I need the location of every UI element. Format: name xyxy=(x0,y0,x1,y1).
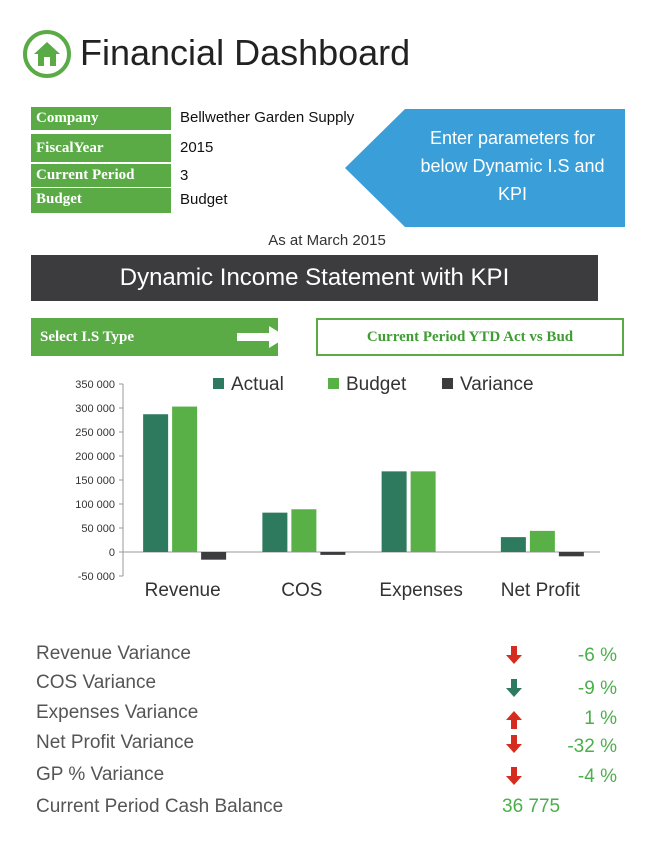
as-at-date: As at March 2015 xyxy=(268,232,386,249)
arrow-up-icon xyxy=(506,711,522,729)
kpi-value: -9 % xyxy=(577,678,617,699)
select-is-type-label: Select I.S Type xyxy=(40,329,135,345)
param-label-budget: Budget xyxy=(31,188,171,213)
param-value-budget[interactable]: Budget xyxy=(180,191,228,208)
parameter-callout xyxy=(345,109,625,227)
arrow-down-icon xyxy=(506,767,522,785)
arrow-down-icon xyxy=(506,679,522,697)
kpi-label: GP % Variance xyxy=(36,764,165,785)
arrow-down-icon xyxy=(506,646,522,664)
period-mode-select[interactable]: Current Period YTD Act vs Bud xyxy=(316,318,624,356)
cash-balance-value: 36 775 xyxy=(502,796,561,817)
legend-label: Actual xyxy=(231,374,284,395)
kpi-value: -4 % xyxy=(577,766,617,787)
kpi-label: COS Variance xyxy=(36,672,157,693)
param-label-fiscal-year: FiscalYear xyxy=(31,134,171,162)
bar-actual xyxy=(262,512,288,552)
bar-budget xyxy=(410,471,436,552)
x-tick-label: Expenses xyxy=(379,580,462,601)
kpi-label: Expenses Variance xyxy=(36,702,199,723)
y-tick-label: 0 xyxy=(109,547,115,559)
y-tick-label: 250 000 xyxy=(75,427,115,439)
kpi-value: -32 % xyxy=(567,736,617,757)
kpi-row: Net Profit Variance -32 % xyxy=(0,732,654,760)
bar-actual xyxy=(381,471,407,552)
kpi-value: 1 % xyxy=(584,708,617,729)
callout-text: Enter parameters for below Dynamic I.S a… xyxy=(420,128,605,204)
select-is-type-button[interactable]: Select I.S Type xyxy=(31,318,287,356)
bar-variance xyxy=(201,552,227,560)
home-icon xyxy=(23,30,71,78)
kpi-row: COS Variance -9 % xyxy=(0,672,654,700)
param-value-fiscal-year[interactable]: 2015 xyxy=(180,139,214,156)
kpi-label: Revenue Variance xyxy=(36,643,191,664)
param-label-company: Company xyxy=(31,107,171,130)
y-tick-label: 50 000 xyxy=(81,523,115,535)
kpi-value: -6 % xyxy=(577,645,617,666)
legend-swatch xyxy=(213,378,224,389)
bar-variance xyxy=(558,552,584,557)
y-tick-label: 200 000 xyxy=(75,451,115,463)
cash-balance-label: Current Period Cash Balance xyxy=(36,796,284,817)
kpi-label: Net Profit Variance xyxy=(36,732,195,753)
cash-balance-row: Current Period Cash Balance 36 775 xyxy=(0,796,654,824)
bar-budget xyxy=(172,406,198,552)
arrow-down-icon xyxy=(506,735,522,753)
x-tick-label: Net Profit xyxy=(501,580,581,601)
param-value-current-period[interactable]: 3 xyxy=(180,167,189,184)
y-tick-label: 350 000 xyxy=(75,379,115,391)
arrow-right-icon xyxy=(237,326,287,348)
page-title: Financial Dashboard xyxy=(80,32,411,73)
income-statement-chart: -50 000 0 50 000 100 000 150 000 200 000 250 0… xyxy=(75,374,600,601)
kpi-row: Expenses Variance 1 % xyxy=(0,702,654,730)
legend-swatch xyxy=(442,378,453,389)
kpi-row: GP % Variance -4 % xyxy=(0,764,654,792)
legend-swatch xyxy=(328,378,339,389)
x-tick-label: COS xyxy=(281,580,322,601)
y-tick-label: 100 000 xyxy=(75,499,115,511)
bar-budget xyxy=(291,509,317,552)
legend-label: Variance xyxy=(460,374,534,395)
section-title-banner: Dynamic Income Statement with KPI xyxy=(31,255,598,301)
bar-variance xyxy=(320,552,346,555)
x-tick-label: Revenue xyxy=(145,580,221,601)
bar-budget xyxy=(529,530,555,552)
y-tick-label: 300 000 xyxy=(75,403,115,415)
param-label-current-period: Current Period xyxy=(31,164,171,187)
legend-label: Budget xyxy=(346,374,407,395)
kpi-row: Revenue Variance -6 % xyxy=(0,643,654,671)
bar-actual xyxy=(143,414,169,552)
y-tick-label: 150 000 xyxy=(75,475,115,487)
y-tick-label: -50 000 xyxy=(78,571,115,583)
bar-actual xyxy=(500,537,526,552)
param-value-company[interactable]: Bellwether Garden Supply xyxy=(180,109,355,126)
